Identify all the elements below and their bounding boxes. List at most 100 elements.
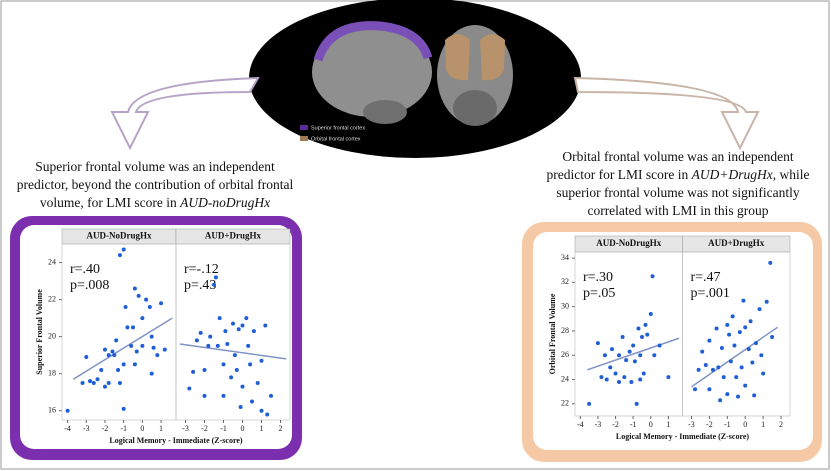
x-tick-label: 0 [241, 424, 245, 433]
y-tick-label: 22 [48, 294, 56, 303]
point [117, 253, 122, 258]
legend-swatch [300, 125, 308, 130]
point [229, 375, 234, 380]
x-tick-label: 0 [743, 420, 747, 429]
legend-label: Orbital frontal cortex [311, 136, 361, 142]
point [255, 380, 260, 385]
point [632, 359, 637, 364]
x-tick-label: -1 [724, 420, 731, 429]
point [117, 380, 122, 385]
point [217, 316, 222, 321]
annotation: p=.008 [70, 278, 109, 293]
point [727, 332, 732, 337]
point [595, 341, 600, 346]
x-tick-label: -4 [577, 420, 584, 429]
point [736, 394, 741, 399]
legend-label: Superior frontal cortex [311, 125, 365, 131]
point [259, 408, 264, 413]
point [634, 401, 639, 406]
point [743, 325, 748, 330]
point [208, 334, 213, 339]
point [159, 301, 164, 306]
facet-title: AUD+DrugHx [205, 231, 262, 241]
point [212, 282, 216, 287]
point [194, 338, 199, 343]
trend-line [691, 326, 778, 388]
point [132, 362, 137, 367]
point [610, 347, 615, 352]
trend-line [179, 343, 287, 360]
x-tick-label: 2 [279, 424, 283, 433]
point [65, 408, 70, 413]
x-tick-label: -3 [83, 424, 90, 433]
point [741, 298, 746, 303]
point [110, 349, 115, 354]
point [80, 380, 85, 385]
x-tick-label: -2 [201, 424, 208, 433]
y-tick-label: 32 [561, 277, 569, 286]
x-axis-label: Logical Memory - Immediate (Z-score) [109, 436, 242, 445]
point [232, 353, 237, 358]
point [604, 377, 609, 382]
caption-text: volume, for LMI score in [40, 195, 180, 210]
point [725, 392, 730, 397]
point [259, 358, 264, 363]
point [657, 343, 662, 348]
caption-line: Superior frontal volume was an independe… [35, 159, 275, 174]
point [770, 335, 775, 340]
point [223, 329, 228, 334]
point [250, 399, 254, 404]
point [613, 371, 618, 376]
point [746, 347, 751, 352]
point [248, 362, 253, 367]
caption-italic: AUD-noDrugHx [179, 195, 270, 210]
point [215, 343, 220, 348]
point [191, 369, 196, 374]
point [725, 322, 730, 327]
point [149, 334, 154, 339]
point [202, 393, 207, 398]
x-tick-label: 2 [779, 420, 783, 429]
x-tick-label: -2 [706, 420, 713, 429]
facet-area [682, 251, 791, 417]
point [608, 365, 613, 370]
point [587, 401, 592, 406]
point [700, 349, 705, 354]
point [639, 335, 644, 340]
caption-italic: AUD+DrugHx [691, 167, 773, 182]
point [696, 367, 701, 372]
point [140, 316, 145, 321]
point [244, 316, 249, 321]
caption-line: correlated with LMI in this group [587, 203, 768, 218]
facet-title: AUD-NoDrugHx [596, 238, 661, 248]
point [622, 375, 627, 380]
point [743, 383, 748, 388]
point [716, 365, 721, 370]
point [737, 330, 742, 335]
point [132, 286, 137, 291]
x-tick-label: 1 [260, 424, 264, 433]
y-tick-label: 34 [561, 253, 569, 262]
point [236, 327, 241, 332]
point [643, 322, 648, 327]
point [627, 349, 632, 354]
point [125, 325, 130, 330]
point [213, 275, 218, 280]
arrow [573, 76, 760, 151]
x-tick-label: 0 [140, 424, 144, 433]
point [707, 338, 712, 343]
x-tick-label: -1 [630, 420, 637, 429]
point [730, 314, 735, 319]
point [102, 347, 107, 352]
brain-images [312, 21, 513, 126]
point [602, 353, 607, 358]
point [84, 355, 89, 360]
point [134, 349, 139, 354]
facet-area [175, 243, 291, 421]
caption-text: predictor for LMI score in [547, 167, 692, 182]
y-tick-label: 24 [561, 374, 569, 383]
point [752, 393, 757, 398]
point [599, 375, 604, 380]
